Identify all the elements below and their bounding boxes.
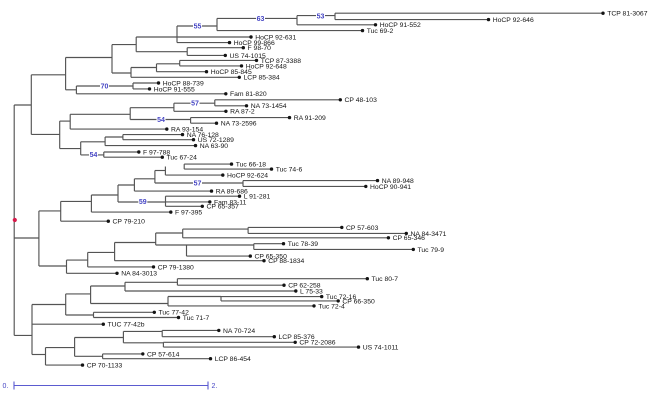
svg-text:54: 54: [90, 152, 98, 159]
svg-text:NA 63-90: NA 63-90: [200, 143, 229, 150]
svg-text:NA 73-1454: NA 73-1454: [251, 103, 287, 110]
svg-text:US 72-1289: US 72-1289: [198, 137, 234, 144]
svg-text:Tuc 74-6: Tuc 74-6: [276, 167, 303, 174]
svg-text:HoCP 88-739: HoCP 88-739: [163, 80, 204, 87]
svg-text:NA 70-724: NA 70-724: [223, 328, 255, 335]
svg-text:HoCP 91-555: HoCP 91-555: [154, 86, 195, 93]
svg-text:LCP 85-376: LCP 85-376: [279, 334, 315, 341]
svg-text:CP 48-103: CP 48-103: [345, 97, 378, 104]
svg-text:HoCP 92-631: HoCP 92-631: [255, 34, 296, 41]
svg-text:70: 70: [101, 83, 109, 90]
svg-text:RA 89-686: RA 89-686: [216, 189, 248, 196]
svg-text:CP 79-1380: CP 79-1380: [158, 264, 194, 271]
svg-text:Tuc 79-9: Tuc 79-9: [418, 247, 445, 254]
svg-text:HoCP 92-624: HoCP 92-624: [227, 173, 268, 180]
svg-text:HoCP 99-866: HoCP 99-866: [234, 40, 275, 47]
svg-text:54: 54: [157, 117, 165, 124]
svg-text:Tuc 72-16: Tuc 72-16: [326, 294, 357, 301]
svg-text:53: 53: [317, 14, 325, 21]
svg-text:CP 66-350: CP 66-350: [342, 298, 375, 305]
svg-text:63: 63: [257, 16, 265, 23]
svg-text:2.: 2.: [212, 383, 218, 390]
svg-text:CP 79-210: CP 79-210: [113, 219, 146, 226]
svg-text:F 97-395: F 97-395: [175, 210, 202, 217]
svg-text:Tuc 78-39: Tuc 78-39: [288, 241, 319, 248]
svg-text:F 97-788: F 97-788: [143, 149, 170, 156]
svg-text:0.: 0.: [3, 383, 9, 390]
svg-text:NA 89-948: NA 89-948: [382, 178, 414, 185]
svg-text:NA 73-2596: NA 73-2596: [221, 121, 257, 128]
svg-text:NA 76-128: NA 76-128: [187, 132, 219, 139]
svg-text:CP 65-357: CP 65-357: [207, 204, 240, 211]
svg-text:RA 87-2: RA 87-2: [230, 109, 255, 116]
svg-text:CP 72-2086: CP 72-2086: [299, 340, 335, 347]
svg-text:55: 55: [194, 23, 202, 30]
svg-text:RA 91-209: RA 91-209: [294, 115, 326, 122]
svg-text:57: 57: [191, 101, 199, 108]
svg-text:CP 88-1834: CP 88-1834: [268, 258, 304, 265]
svg-text:Tuc 67-24: Tuc 67-24: [167, 155, 198, 162]
svg-text:HoCP 91-552: HoCP 91-552: [380, 22, 421, 29]
svg-text:TCP 87-3388: TCP 87-3388: [261, 58, 302, 65]
svg-text:CP 57-603: CP 57-603: [346, 225, 379, 232]
svg-text:RA 93-154: RA 93-154: [171, 127, 203, 134]
svg-text:CP 57-614: CP 57-614: [147, 351, 180, 358]
svg-text:Fam 83-11: Fam 83-11: [214, 199, 247, 206]
svg-text:L 75-33: L 75-33: [300, 288, 323, 295]
svg-text:Fam 81-820: Fam 81-820: [230, 91, 267, 98]
svg-text:59: 59: [139, 199, 147, 206]
svg-text:LCP 86-454: LCP 86-454: [215, 356, 251, 363]
svg-text:HoCP 90-941: HoCP 90-941: [370, 184, 411, 191]
svg-text:CP 65-346: CP 65-346: [393, 235, 426, 242]
svg-text:57: 57: [194, 180, 202, 187]
svg-text:L 91-281: L 91-281: [244, 194, 271, 201]
svg-text:CP 62-258: CP 62-258: [288, 283, 321, 290]
svg-text:HoCP 85-845: HoCP 85-845: [211, 69, 252, 76]
svg-text:CP 70-1133: CP 70-1133: [87, 363, 123, 370]
svg-text:TCP 81-3067: TCP 81-3067: [607, 11, 648, 18]
svg-text:NA 84-3013: NA 84-3013: [121, 271, 157, 278]
svg-text:Tuc 80-7: Tuc 80-7: [372, 276, 399, 283]
svg-text:NA 84-3471: NA 84-3471: [411, 231, 447, 238]
svg-text:CP 65-350: CP 65-350: [255, 254, 288, 261]
svg-text:Tuc 66-18: Tuc 66-18: [236, 162, 267, 169]
svg-text:F 98-70: F 98-70: [248, 45, 272, 52]
svg-text:HoCP 92-646: HoCP 92-646: [493, 17, 534, 24]
svg-text:US 74-1015: US 74-1015: [230, 53, 266, 60]
svg-text:TUC 77-42b: TUC 77-42b: [108, 322, 145, 329]
svg-text:Tuc 71-7: Tuc 71-7: [183, 315, 210, 322]
svg-text:US 74-1011: US 74-1011: [363, 345, 399, 352]
svg-text:HoCP 92-648: HoCP 92-648: [246, 63, 287, 70]
svg-text:Tuc 72-4: Tuc 72-4: [318, 303, 345, 310]
svg-text:Tuc 77-42: Tuc 77-42: [159, 310, 190, 317]
svg-text:Tuc 69-2: Tuc 69-2: [367, 28, 394, 35]
svg-text:LCP 85-384: LCP 85-384: [244, 75, 280, 82]
